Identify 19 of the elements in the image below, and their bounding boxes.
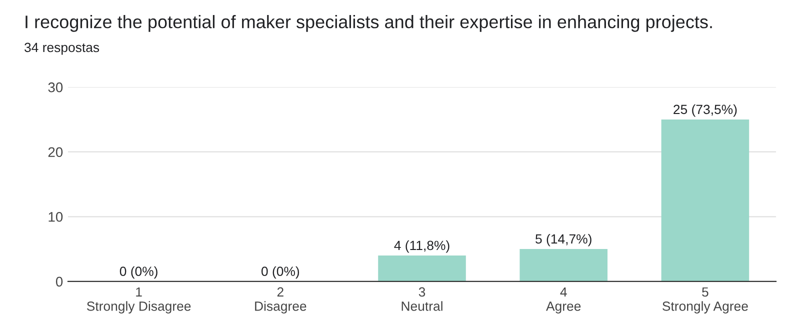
data-label: 25 (73,5%): [674, 104, 737, 117]
data-label: 0 (0%): [120, 266, 158, 279]
bar: [378, 255, 466, 282]
x-tick-label: 3 Neutral: [402, 287, 442, 311]
data-label: 0 (0%): [261, 266, 300, 279]
bar: [520, 249, 608, 282]
y-tick-label: 30: [48, 82, 63, 92]
x-tick-label: 4 Agree: [546, 287, 581, 314]
y-tick-label: 10: [48, 212, 63, 222]
data-label: 4 (11,8%): [394, 240, 450, 253]
y-tick-label: 20: [48, 147, 63, 158]
chart-subtitle: 34 respostas: [24, 42, 100, 55]
x-tick-label: 5 Strongly Agree: [662, 287, 748, 314]
x-tick-label: 1 Strongly Disagree: [86, 287, 191, 314]
data-label: 5 (14,7%): [536, 234, 592, 246]
x-tick-label: 2 Disagree: [255, 287, 306, 314]
bar: [661, 119, 750, 282]
y-tick-label: 0: [56, 276, 63, 287]
chart-title: I recognize the potential of maker specialists and their expertise in enhancing projects.: [26, 15, 712, 32]
